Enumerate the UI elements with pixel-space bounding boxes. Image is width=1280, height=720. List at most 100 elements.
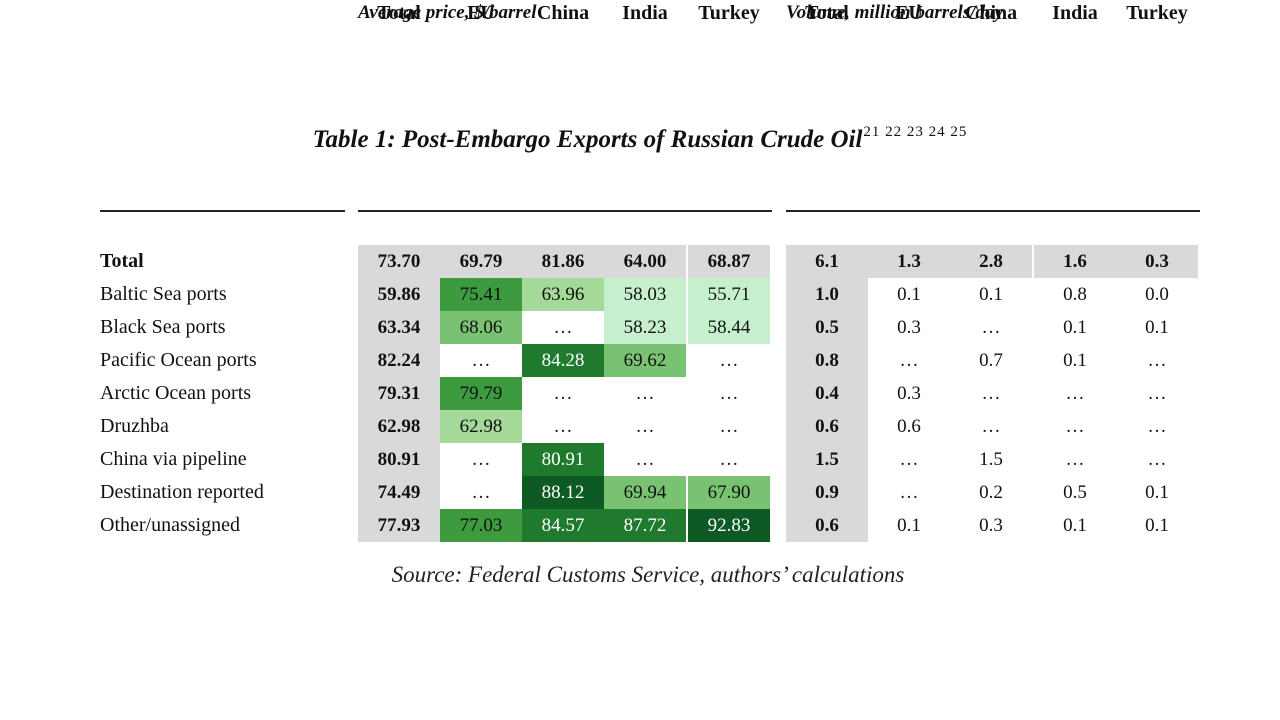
- price-cell: 80.91: [358, 443, 440, 476]
- price-cell: 84.57: [522, 509, 604, 542]
- column-header: Turkey: [1126, 2, 1188, 24]
- price-cell: …: [635, 383, 655, 404]
- price-cell: 58.44: [688, 311, 770, 344]
- column-header: Total: [377, 2, 421, 24]
- volume-cell: 0.1: [1145, 482, 1169, 503]
- price-cell: 69.79: [440, 245, 522, 278]
- volume-cell: 1.5: [786, 443, 868, 476]
- volume-cell: …: [1147, 350, 1167, 371]
- price-cell: …: [719, 350, 739, 371]
- price-cell: 58.03: [604, 278, 686, 311]
- price-cell: …: [471, 350, 491, 371]
- price-cell: 62.98: [358, 410, 440, 443]
- column-header: Total: [805, 2, 849, 24]
- price-cell: …: [553, 317, 573, 338]
- source-note: Source: Federal Customs Service, authors…: [391, 562, 905, 587]
- volume-cell: …: [899, 482, 919, 503]
- price-cell: 74.49: [358, 476, 440, 509]
- volume-cell: 0.8: [786, 344, 868, 377]
- volume-cell: 0.8: [1063, 284, 1087, 305]
- price-cell: …: [635, 449, 655, 470]
- price-cell: 73.70: [358, 245, 440, 278]
- volume-subheader: Volume, million barrels/day: [786, 2, 1003, 23]
- price-cell: 79.31: [358, 377, 440, 410]
- price-cell: 77.93: [358, 509, 440, 542]
- volume-cell: 0.9: [786, 476, 868, 509]
- row-label: Destination reported: [100, 481, 264, 503]
- volume-cell: 1.3: [868, 245, 950, 278]
- price-cell: 80.91: [522, 443, 604, 476]
- volume-cell: 0.7: [979, 350, 1003, 371]
- price-cell: …: [553, 383, 573, 404]
- volume-cell: 0.5: [1063, 482, 1087, 503]
- price-cell: …: [719, 383, 739, 404]
- volume-cell: 2.8: [950, 245, 1032, 278]
- row-label: China via pipeline: [100, 448, 247, 470]
- price-cell: 63.96: [522, 278, 604, 311]
- volume-cell: …: [981, 317, 1001, 338]
- volume-cell: …: [899, 350, 919, 371]
- volume-cell: 0.1: [1145, 515, 1169, 536]
- price-cell: 68.06: [440, 311, 522, 344]
- volume-cell: 0.3: [1116, 245, 1198, 278]
- price-cell: …: [471, 449, 491, 470]
- price-cell: 62.98: [440, 410, 522, 443]
- volume-cell: …: [981, 383, 1001, 404]
- volume-cell: …: [1147, 416, 1167, 437]
- row-label: Arctic Ocean ports: [100, 382, 252, 404]
- price-cell: 59.86: [358, 278, 440, 311]
- volume-cell: 0.3: [979, 515, 1003, 536]
- column-header: EU: [467, 2, 495, 24]
- price-cell: 87.72: [604, 509, 686, 542]
- column-header: EU: [895, 2, 923, 24]
- volume-cell: …: [1065, 449, 1085, 470]
- volume-cell: 0.4: [786, 377, 868, 410]
- volume-cell: …: [981, 416, 1001, 437]
- price-cell: 92.83: [688, 509, 770, 542]
- price-cell: 88.12: [522, 476, 604, 509]
- volume-cell: …: [1147, 383, 1167, 404]
- volume-cell: …: [899, 449, 919, 470]
- price-cell: 69.62: [604, 344, 686, 377]
- price-cell: …: [635, 416, 655, 437]
- volume-cell: 0.5: [786, 311, 868, 344]
- volume-cell: 0.6: [897, 416, 921, 437]
- column-header: India: [1052, 2, 1098, 24]
- header-rule: [358, 210, 772, 212]
- price-cell: 64.00: [604, 245, 686, 278]
- price-cell: …: [719, 449, 739, 470]
- volume-cell: 1.6: [1034, 245, 1116, 278]
- price-cell: 55.71: [688, 278, 770, 311]
- row-label: Druzhba: [100, 415, 169, 437]
- volume-cell: …: [1065, 383, 1085, 404]
- volume-cell: 0.3: [897, 317, 921, 338]
- volume-cell: 1.0: [786, 278, 868, 311]
- volume-cell: 0.1: [1063, 317, 1087, 338]
- volume-cell: 0.1: [979, 284, 1003, 305]
- price-cell: 68.87: [688, 245, 770, 278]
- volume-cell: 0.3: [897, 383, 921, 404]
- column-header: India: [622, 2, 668, 24]
- price-cell: 69.94: [604, 476, 686, 509]
- volume-cell: 0.1: [897, 284, 921, 305]
- volume-cell: …: [1065, 416, 1085, 437]
- volume-cell: 0.6: [786, 509, 868, 542]
- row-label: Baltic Sea ports: [100, 283, 227, 305]
- column-header: China: [536, 2, 590, 24]
- volume-cell: …: [1147, 449, 1167, 470]
- column-header: Turkey: [698, 2, 760, 24]
- price-cell: 81.86: [522, 245, 604, 278]
- price-cell: …: [471, 482, 491, 503]
- row-label: Other/unassigned: [100, 514, 240, 536]
- row-label: Pacific Ocean ports: [100, 349, 257, 371]
- volume-cell: 0.1: [1145, 317, 1169, 338]
- table-title: Table 1: Post-Embargo Exports of Russian…: [0, 124, 1280, 154]
- price-cell: 75.41: [440, 278, 522, 311]
- header-rule: [100, 210, 345, 212]
- price-cell: …: [553, 416, 573, 437]
- price-subheader: Average price, $/barrel: [358, 2, 537, 23]
- price-cell: 77.03: [440, 509, 522, 542]
- price-cell: 67.90: [688, 476, 770, 509]
- price-cell: …: [719, 416, 739, 437]
- column-header: China: [964, 2, 1018, 24]
